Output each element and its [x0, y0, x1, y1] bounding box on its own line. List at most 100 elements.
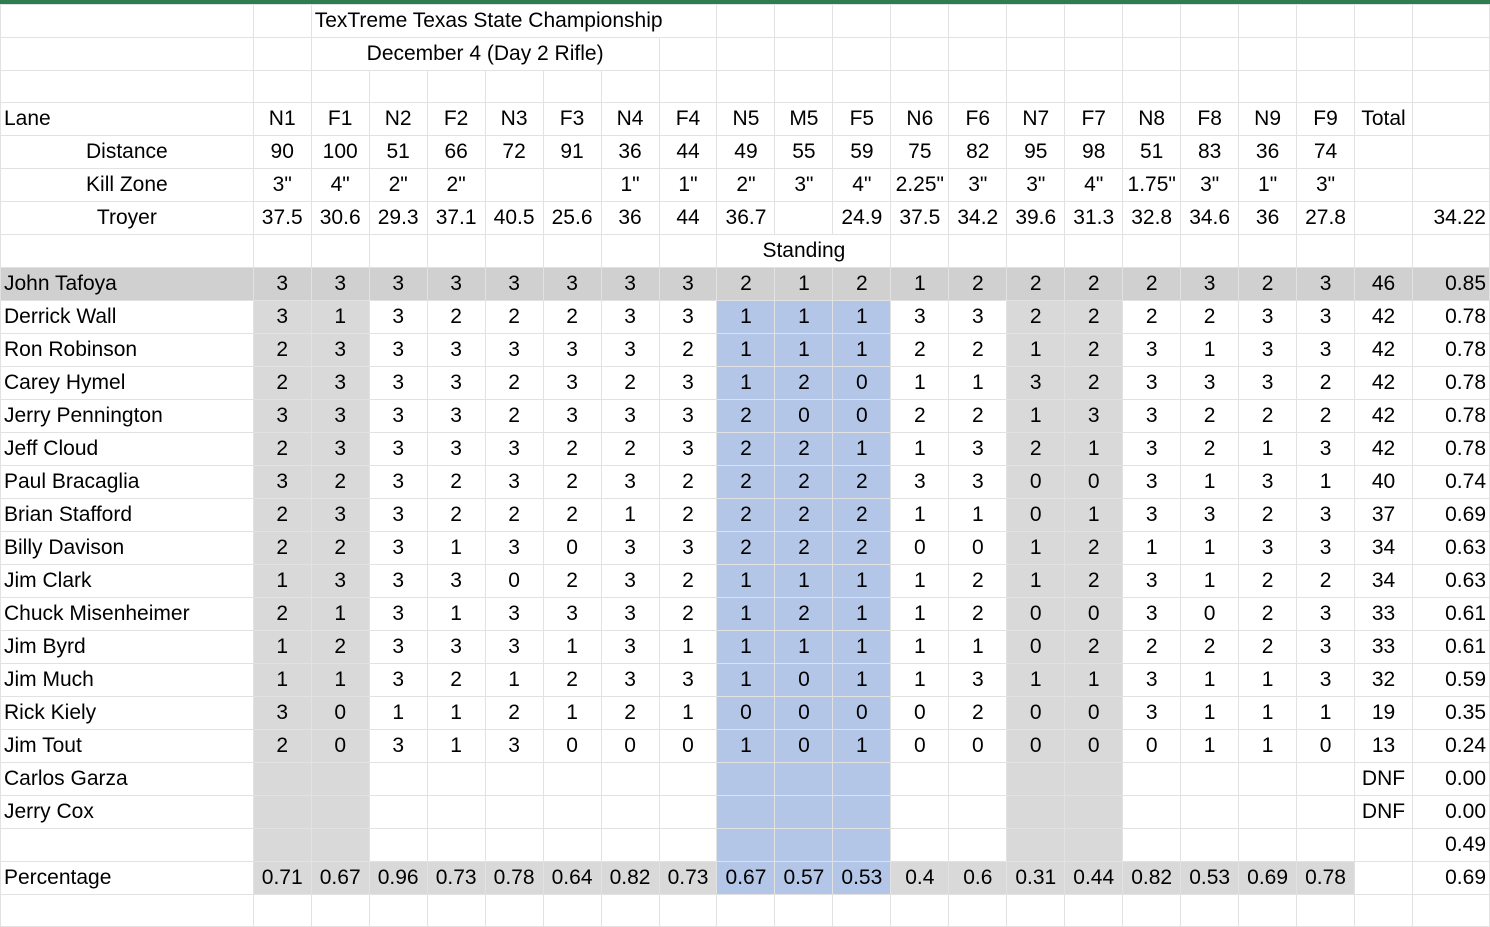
empty-cell[interactable] — [1296, 828, 1356, 862]
score-cell[interactable]: 3 — [252, 465, 312, 499]
percentage-cell[interactable]: 0.53 — [1180, 861, 1240, 895]
shooter-percentage[interactable]: 0.78 — [1412, 399, 1490, 433]
score-cell[interactable]: 3 — [426, 333, 486, 367]
empty-cell[interactable] — [1180, 828, 1240, 862]
empty-cell[interactable] — [426, 234, 486, 268]
killzone-cell[interactable]: 3" — [252, 168, 312, 202]
score-cell[interactable]: 3 — [1122, 399, 1182, 433]
score-cell[interactable]: 3 — [1238, 366, 1298, 400]
subtitle-empty-cell[interactable] — [1354, 37, 1413, 71]
score-cell[interactable]: 3 — [1122, 432, 1182, 466]
empty-cell[interactable] — [600, 234, 660, 268]
shooter-percentage[interactable]: 0.00 — [1412, 762, 1490, 796]
score-cell[interactable]: 0 — [774, 663, 834, 697]
title-empty-cell[interactable] — [1180, 4, 1240, 38]
score-cell[interactable]: 1 — [1296, 465, 1356, 499]
score-cell[interactable]: 1 — [1180, 531, 1240, 565]
blank-empty-cell[interactable] — [0, 894, 254, 927]
lane-header-cell[interactable]: F2 — [426, 102, 486, 136]
empty-cell[interactable] — [0, 828, 254, 862]
score-cell[interactable]: 2 — [716, 399, 776, 433]
shooter-total[interactable]: 42 — [1354, 300, 1413, 334]
shooter-percentage[interactable]: 0.85 — [1412, 267, 1490, 301]
subtitle-empty-cell[interactable] — [1122, 37, 1182, 71]
score-cell[interactable]: 1 — [890, 663, 950, 697]
distance-cell[interactable]: 49 — [716, 135, 776, 169]
score-cell[interactable]: 3 — [484, 729, 544, 763]
blank-empty-cell[interactable] — [1412, 70, 1490, 103]
killzone-cell[interactable]: 2.25" — [890, 168, 950, 202]
empty-cell[interactable] — [252, 234, 312, 268]
score-cell[interactable] — [774, 795, 834, 829]
killzone-cell[interactable]: 3" — [774, 168, 834, 202]
score-cell[interactable]: 0 — [948, 531, 1008, 565]
score-cell[interactable]: 2 — [252, 597, 312, 631]
score-cell[interactable]: 3 — [252, 267, 312, 301]
score-cell[interactable]: 0 — [1006, 630, 1066, 664]
score-cell[interactable] — [658, 762, 718, 796]
score-cell[interactable]: 3 — [1296, 597, 1356, 631]
score-cell[interactable]: 1 — [426, 597, 486, 631]
standing-empty-cell[interactable] — [1006, 234, 1066, 268]
distance-cell[interactable]: 36 — [1238, 135, 1298, 169]
score-cell[interactable]: 3 — [1122, 465, 1182, 499]
score-cell[interactable]: 2 — [1064, 564, 1124, 598]
standing-empty-cell[interactable] — [948, 234, 1008, 268]
score-cell[interactable]: 3 — [600, 465, 660, 499]
score-cell[interactable]: 2 — [310, 465, 370, 499]
score-cell[interactable]: 2 — [484, 399, 544, 433]
score-cell[interactable]: 3 — [484, 432, 544, 466]
score-cell[interactable]: 3 — [948, 300, 1008, 334]
distance-cell[interactable]: 75 — [890, 135, 950, 169]
subtitle-empty-cell[interactable] — [890, 37, 950, 71]
shooter-name[interactable]: Jim Clark — [0, 564, 254, 598]
score-cell[interactable] — [832, 795, 892, 829]
troyer-cell[interactable]: 36 — [1238, 201, 1298, 235]
score-cell[interactable]: 3 — [1296, 630, 1356, 664]
score-cell[interactable]: 0 — [484, 564, 544, 598]
shooter-total[interactable]: 42 — [1354, 333, 1413, 367]
score-cell[interactable]: 3 — [426, 630, 486, 664]
score-cell[interactable]: 2 — [1006, 432, 1066, 466]
shooter-name[interactable]: Carlos Garza — [0, 762, 254, 796]
blank-empty-cell[interactable] — [1006, 70, 1066, 103]
blank-empty-cell[interactable] — [1064, 894, 1124, 927]
shooter-percentage[interactable]: 0.59 — [1412, 663, 1490, 697]
score-cell[interactable]: 3 — [484, 630, 544, 664]
shooter-total[interactable]: 42 — [1354, 366, 1413, 400]
score-cell[interactable]: 0 — [890, 696, 950, 730]
score-cell[interactable]: 1 — [426, 696, 486, 730]
blank-empty-cell[interactable] — [542, 894, 602, 927]
subtitle-empty-cell[interactable] — [1296, 37, 1356, 71]
score-cell[interactable]: 1 — [832, 663, 892, 697]
score-cell[interactable]: 1 — [890, 498, 950, 532]
percentage-cell[interactable]: 0.53 — [832, 861, 892, 895]
score-cell[interactable]: 2 — [426, 663, 486, 697]
score-cell[interactable]: 2 — [774, 498, 834, 532]
subtitle-empty-cell[interactable] — [774, 37, 834, 71]
empty-cell[interactable] — [0, 4, 254, 38]
score-cell[interactable]: 3 — [600, 531, 660, 565]
empty-cell[interactable] — [716, 828, 776, 862]
score-cell[interactable]: 2 — [774, 465, 834, 499]
title-empty-cell[interactable] — [1064, 4, 1124, 38]
blank-empty-cell[interactable] — [1122, 894, 1182, 927]
score-cell[interactable]: 0 — [1064, 729, 1124, 763]
score-cell[interactable] — [310, 762, 370, 796]
subtitle-empty-cell[interactable] — [1238, 37, 1298, 71]
shooter-percentage[interactable]: 0.74 — [1412, 465, 1490, 499]
score-cell[interactable]: 1 — [1180, 729, 1240, 763]
total-header[interactable]: Total — [1354, 102, 1413, 136]
score-cell[interactable]: 2 — [426, 498, 486, 532]
score-cell[interactable]: 1 — [890, 597, 950, 631]
blank-empty-cell[interactable] — [426, 894, 486, 927]
score-cell[interactable]: 2 — [542, 300, 602, 334]
score-cell[interactable]: 1 — [832, 597, 892, 631]
blank-empty-cell[interactable] — [252, 70, 312, 103]
score-cell[interactable] — [426, 795, 486, 829]
title-empty-cell[interactable] — [774, 4, 834, 38]
score-cell[interactable]: 2 — [1180, 432, 1240, 466]
score-cell[interactable]: 2 — [1122, 267, 1182, 301]
score-cell[interactable] — [948, 795, 1008, 829]
shooter-percentage[interactable]: 0.00 — [1412, 795, 1490, 829]
